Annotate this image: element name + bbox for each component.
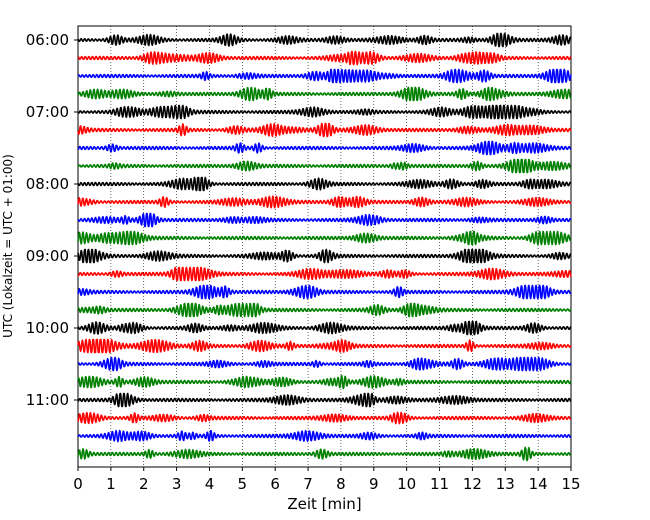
- trace-0715: [77, 122, 572, 138]
- x-tick-label: 7: [303, 475, 313, 493]
- x-tick-label: 1: [106, 475, 116, 493]
- y-tick-label: 10:00: [26, 319, 69, 337]
- y-axis-label: UTC (Lokalzeit = UTC + 01:00): [1, 154, 15, 338]
- x-tick-label: 8: [336, 475, 346, 493]
- trace-0600: [77, 32, 572, 48]
- trace-0730: [77, 140, 572, 156]
- y-tick-label: 06:00: [26, 31, 69, 49]
- y-tick-label: 07:00: [26, 103, 69, 121]
- x-tick-label: 2: [139, 475, 149, 493]
- trace-1100: [77, 392, 572, 408]
- y-axis-ticks: 06:00 07:00 08:00 09:00 10:00 11:00: [26, 31, 78, 409]
- trace-1145: [77, 446, 572, 462]
- x-tick-label: 9: [369, 475, 379, 493]
- seismic-traces: [77, 32, 572, 462]
- trace-1030: [77, 356, 572, 372]
- trace-1130: [77, 429, 572, 443]
- trace-0845: [77, 230, 572, 246]
- x-tick-label: 13: [496, 475, 515, 493]
- trace-0615: [77, 50, 572, 66]
- x-tick-label: 3: [172, 475, 182, 493]
- x-axis-label: Zeit [min]: [287, 495, 361, 513]
- trace-0800: [77, 176, 572, 192]
- trace-0645: [77, 86, 572, 102]
- x-tick-label: 5: [238, 475, 248, 493]
- x-tick-label: 12: [463, 475, 482, 493]
- trace-0830: [77, 212, 572, 228]
- trace-0930: [77, 284, 572, 300]
- x-tick-label: 10: [397, 475, 416, 493]
- trace-1115: [77, 411, 572, 425]
- x-tick-label: 15: [561, 475, 580, 493]
- y-tick-label: 08:00: [26, 175, 69, 193]
- trace-0815: [77, 195, 572, 209]
- trace-0630: [77, 68, 572, 84]
- x-tick-label: 11: [430, 475, 449, 493]
- x-tick-label: 6: [270, 475, 280, 493]
- trace-0700: [77, 104, 572, 120]
- x-tick-label: 4: [205, 475, 215, 493]
- trace-0745: [77, 158, 572, 174]
- trace-1015: [77, 338, 572, 354]
- trace-0945: [77, 302, 572, 318]
- x-tick-label: 0: [73, 475, 83, 493]
- trace-0900: [77, 248, 572, 264]
- x-axis-ticks: 0 1 2 3 4 5 6 7 8 9 10 11 12 13 14 15: [73, 467, 581, 493]
- trace-1000: [77, 320, 572, 336]
- trace-0915: [77, 266, 572, 282]
- plot-frame: [77, 25, 572, 468]
- x-tick-label: 14: [529, 475, 548, 493]
- y-tick-label: 11:00: [26, 391, 69, 409]
- y-tick-label: 09:00: [26, 247, 69, 265]
- trace-1045: [77, 374, 572, 390]
